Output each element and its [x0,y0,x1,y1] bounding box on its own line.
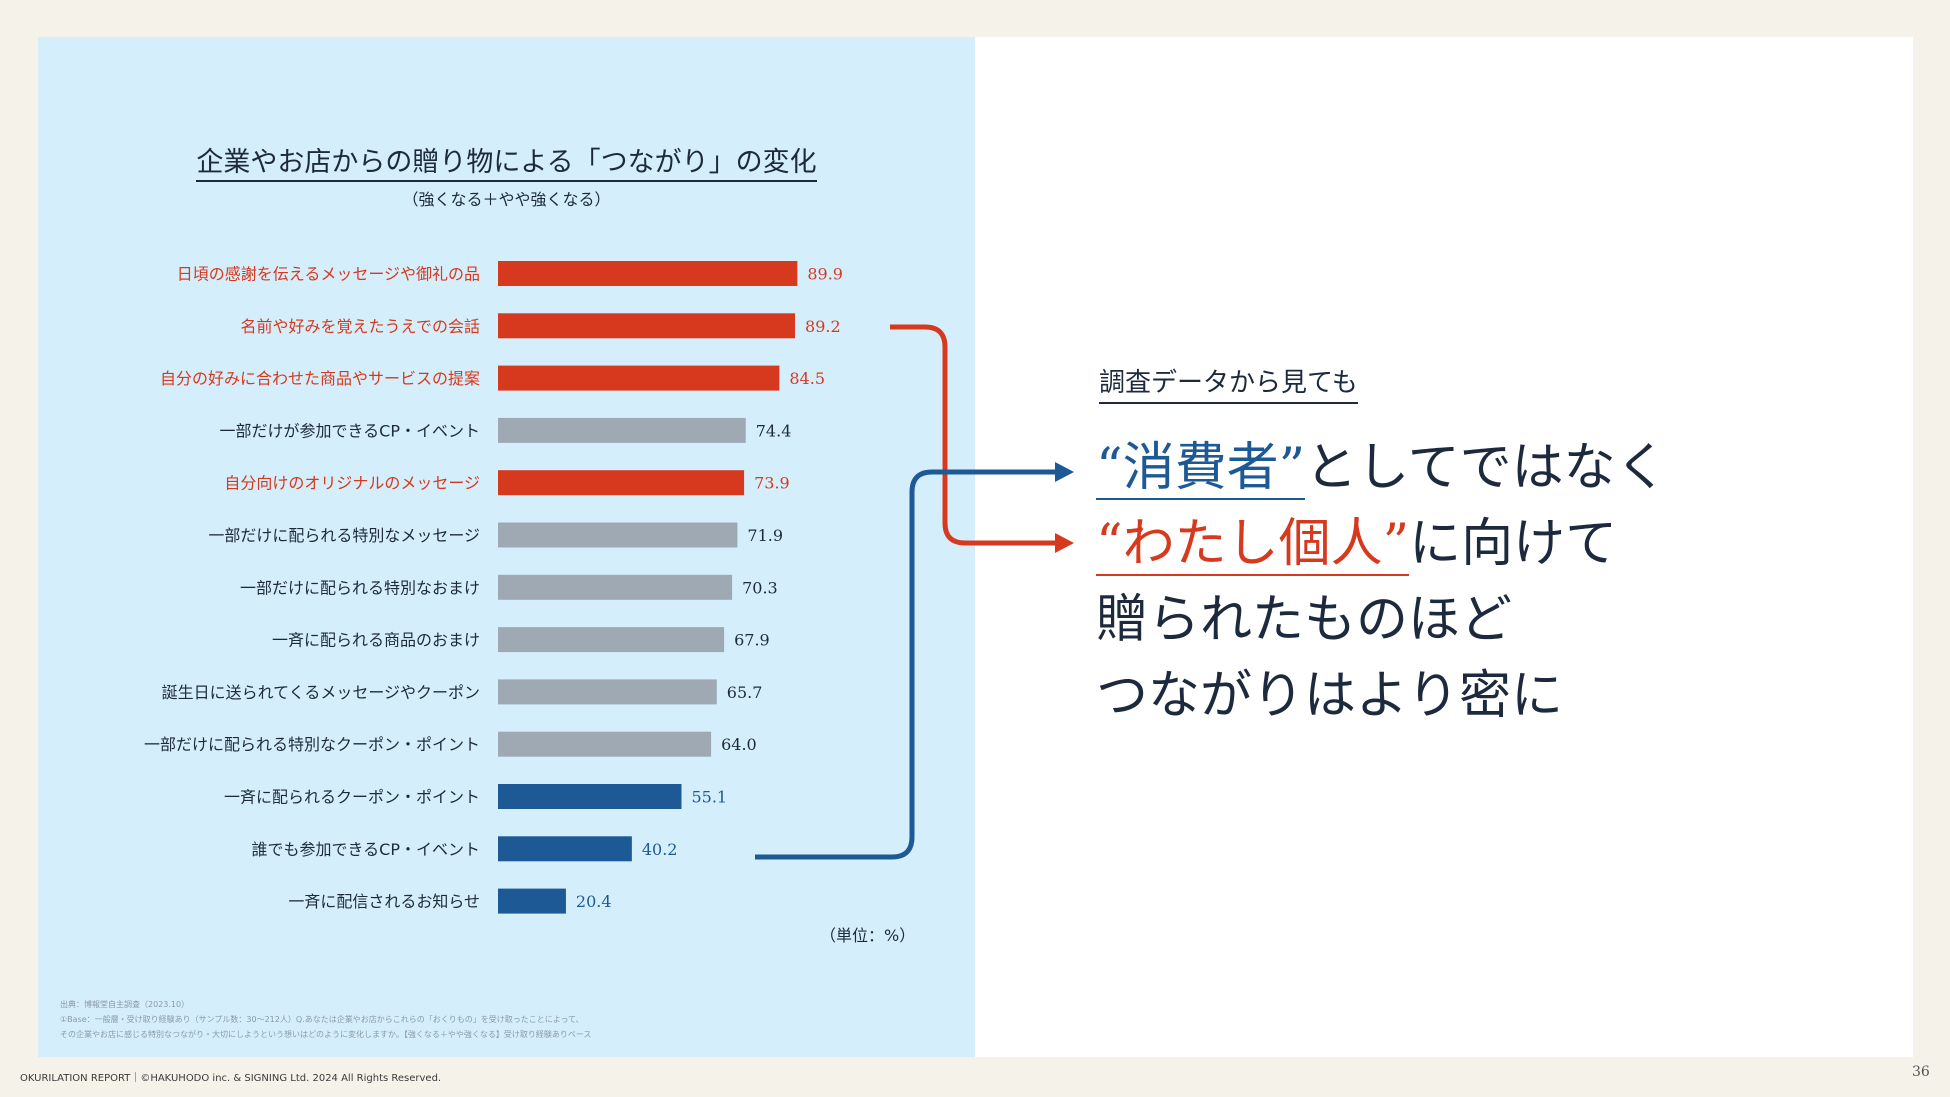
message-line-4: つながりはより密に [1096,666,1563,726]
page-number: 36 [1912,1064,1930,1080]
chart-subtitle: （強くなる＋やや強くなる） [402,190,611,209]
message-line-1-rest: としてではなく [1305,438,1668,498]
chart-title: 企業やお店からの贈り物による「つながり」の変化 [38,140,975,182]
message-line-2-rest: に向けて [1409,514,1618,574]
source-line-2: ①Base：一般層・受け取り経験あり（サンプル数：30～212人）Q.あなたは企… [60,1015,584,1024]
source-line-1: 出典：博報堂自主調査（2023.10） [60,1000,190,1009]
chart-title-text: 企業やお店からの贈り物による「つながり」の変化 [196,147,817,182]
message-lead: 調査データから見ても [1099,366,1358,404]
source-note: 出典：博報堂自主調査（2023.10） ①Base：一般層・受け取り経験あり（サ… [60,997,591,1042]
message-line-1: “消費者”としてではなく [1096,436,1668,500]
message-line-3: 贈られたものほど [1096,590,1513,650]
message-line-2: “わたし個人”に向けて [1096,512,1617,576]
footer-copyright: OKURILATION REPORT｜©HAKUHODO inc. & SIGN… [20,1073,442,1084]
individual-highlight: “わたし個人” [1096,514,1410,576]
source-line-3: その企業やお店に感じる特別なつながり・大切にしようという想いはどのように変化しま… [60,1030,592,1039]
consumer-highlight: “消費者” [1096,438,1306,500]
unit-label: （単位：%） [820,926,916,945]
